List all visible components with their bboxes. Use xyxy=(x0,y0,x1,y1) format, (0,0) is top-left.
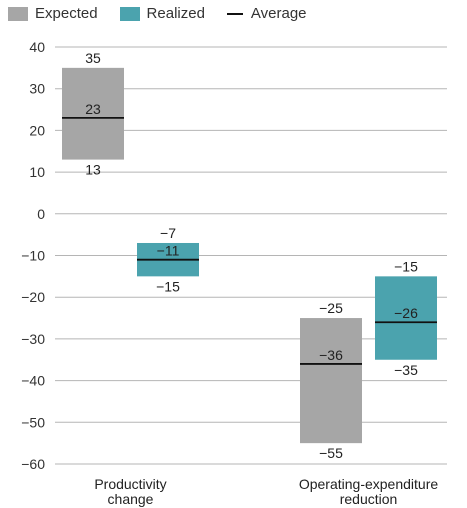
y-tick-label-4: 0 xyxy=(37,206,45,222)
legend-swatch-realized xyxy=(119,6,140,21)
category-label-1-line-0: Operating-expenditure xyxy=(299,476,439,492)
legend-swatch-expected xyxy=(8,6,28,21)
chart-legend: Expected Realized Average xyxy=(8,5,329,22)
legend-label-realized: Realized xyxy=(146,5,205,22)
category-label-1-line-1: reduction xyxy=(340,491,398,507)
avg-label-realized-0: −11 xyxy=(157,243,180,259)
high-label-realized-1: −15 xyxy=(394,258,418,274)
legend-item-average: Average xyxy=(226,5,307,22)
avg-label-expected-0: 23 xyxy=(85,101,101,117)
legend-line-average xyxy=(226,12,243,15)
range-bar-realized-1 xyxy=(375,276,437,360)
low-label-realized-1: −35 xyxy=(394,362,418,378)
y-tick-label-1: 30 xyxy=(29,81,45,97)
high-label-expected-0: 35 xyxy=(85,50,101,66)
low-label-expected-0: 13 xyxy=(85,162,101,178)
category-label-0-line-0: Productivity xyxy=(94,476,166,492)
legend-item-expected: Expected xyxy=(8,5,98,22)
y-axis-tick-labels: 40 30 20 10 0 −10 −20 −30 −40 −50 −60 xyxy=(21,39,45,472)
high-label-realized-0: −7 xyxy=(160,225,176,241)
y-tick-label-9: −50 xyxy=(21,414,45,430)
range-bar-expected-0 xyxy=(62,67,124,160)
legend-label-average: Average xyxy=(250,5,307,22)
y-tick-label-10: −60 xyxy=(21,456,45,472)
y-tick-label-7: −30 xyxy=(21,331,45,347)
y-tick-label-6: −20 xyxy=(21,289,45,305)
y-tick-label-3: 10 xyxy=(29,164,45,180)
avg-label-realized-1: −26 xyxy=(394,305,418,321)
category-label-0-line-1: change xyxy=(108,491,154,507)
legend-item-realized: Realized xyxy=(119,5,205,22)
legend-label-expected: Expected xyxy=(35,5,98,22)
high-label-expected-1: −25 xyxy=(319,300,343,316)
avg-label-expected-1: −36 xyxy=(319,347,343,363)
y-tick-label-8: −40 xyxy=(21,373,45,389)
y-tick-label-2: 20 xyxy=(29,122,45,138)
y-tick-label-5: −10 xyxy=(21,248,45,264)
range-bar-expected-1 xyxy=(300,318,362,444)
y-tick-label-0: 40 xyxy=(29,39,45,55)
low-label-realized-0: −15 xyxy=(156,278,180,294)
range-bars: 35 23 13 −25 −36 −55 −7 −11 −15 −15 −26 −35 xyxy=(62,50,437,461)
low-label-expected-1: −55 xyxy=(319,445,343,461)
